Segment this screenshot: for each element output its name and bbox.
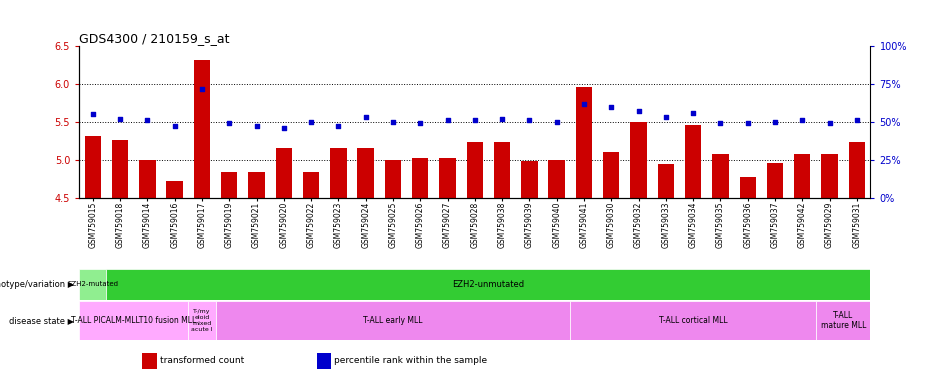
Bar [630, 122, 647, 198]
Bar [194, 60, 210, 198]
Point [767, 119, 782, 125]
Bar [385, 160, 401, 198]
Point [304, 119, 318, 125]
Point [549, 119, 564, 125]
Bar [821, 154, 838, 198]
Point [822, 120, 837, 126]
Bar [112, 140, 128, 198]
Bar [575, 87, 592, 198]
Bar [276, 149, 292, 198]
Point [358, 114, 373, 121]
Bar [439, 158, 455, 198]
Text: T-ALL
mature MLL: T-ALL mature MLL [820, 311, 866, 330]
Bar [571, 301, 816, 340]
Text: transformed count: transformed count [160, 356, 244, 366]
Point [331, 123, 345, 129]
Point [604, 104, 619, 110]
Bar [816, 301, 870, 340]
Bar [603, 152, 619, 198]
Bar [139, 160, 155, 198]
Point [277, 125, 291, 131]
Bar [685, 125, 701, 198]
Bar [794, 154, 811, 198]
Point [795, 118, 810, 124]
Point [467, 118, 482, 124]
Point [522, 118, 537, 124]
Point [250, 123, 264, 129]
Text: GDS4300 / 210159_s_at: GDS4300 / 210159_s_at [79, 32, 230, 45]
Point [385, 119, 400, 125]
Bar [548, 160, 565, 198]
Bar [412, 158, 428, 198]
Point [494, 116, 509, 122]
Bar [167, 181, 182, 198]
Bar [494, 142, 510, 198]
Point [412, 120, 427, 126]
Bar [767, 163, 783, 198]
Point [631, 108, 646, 114]
Text: T-ALL PICALM-MLLT10 fusion MLL: T-ALL PICALM-MLLT10 fusion MLL [71, 316, 196, 325]
Bar [712, 154, 729, 198]
Bar [317, 353, 331, 369]
Point [440, 118, 455, 124]
Bar [466, 142, 483, 198]
Bar [188, 301, 216, 340]
Bar [739, 177, 756, 198]
Point [685, 110, 700, 116]
Bar [79, 269, 106, 300]
Bar [249, 172, 264, 198]
Bar [849, 142, 865, 198]
Point [222, 120, 236, 126]
Bar [79, 301, 188, 340]
Text: T-ALL early MLL: T-ALL early MLL [363, 316, 423, 325]
Bar [331, 149, 346, 198]
Bar [216, 301, 571, 340]
Point [140, 118, 155, 124]
Bar [521, 161, 537, 198]
Bar [358, 149, 374, 198]
Text: percentile rank within the sample: percentile rank within the sample [334, 356, 487, 366]
Point [86, 111, 101, 118]
Bar [303, 172, 319, 198]
Bar [221, 172, 237, 198]
Text: EZH2-unmutated: EZH2-unmutated [452, 280, 524, 289]
Text: genotype/variation ▶: genotype/variation ▶ [0, 280, 74, 289]
Point [849, 118, 864, 124]
Point [195, 86, 209, 92]
Point [168, 123, 182, 129]
Point [713, 120, 728, 126]
Point [113, 116, 128, 122]
Text: T-ALL cortical MLL: T-ALL cortical MLL [659, 316, 727, 325]
Bar [142, 353, 156, 369]
Point [576, 101, 591, 107]
Bar [657, 164, 674, 198]
Bar [85, 136, 101, 198]
Text: T-/my
eloid
mixed
acute l: T-/my eloid mixed acute l [191, 310, 212, 332]
Text: disease state ▶: disease state ▶ [9, 316, 74, 325]
Point [740, 120, 755, 126]
Text: EZH2-mutated: EZH2-mutated [67, 281, 118, 287]
Point [658, 114, 673, 121]
